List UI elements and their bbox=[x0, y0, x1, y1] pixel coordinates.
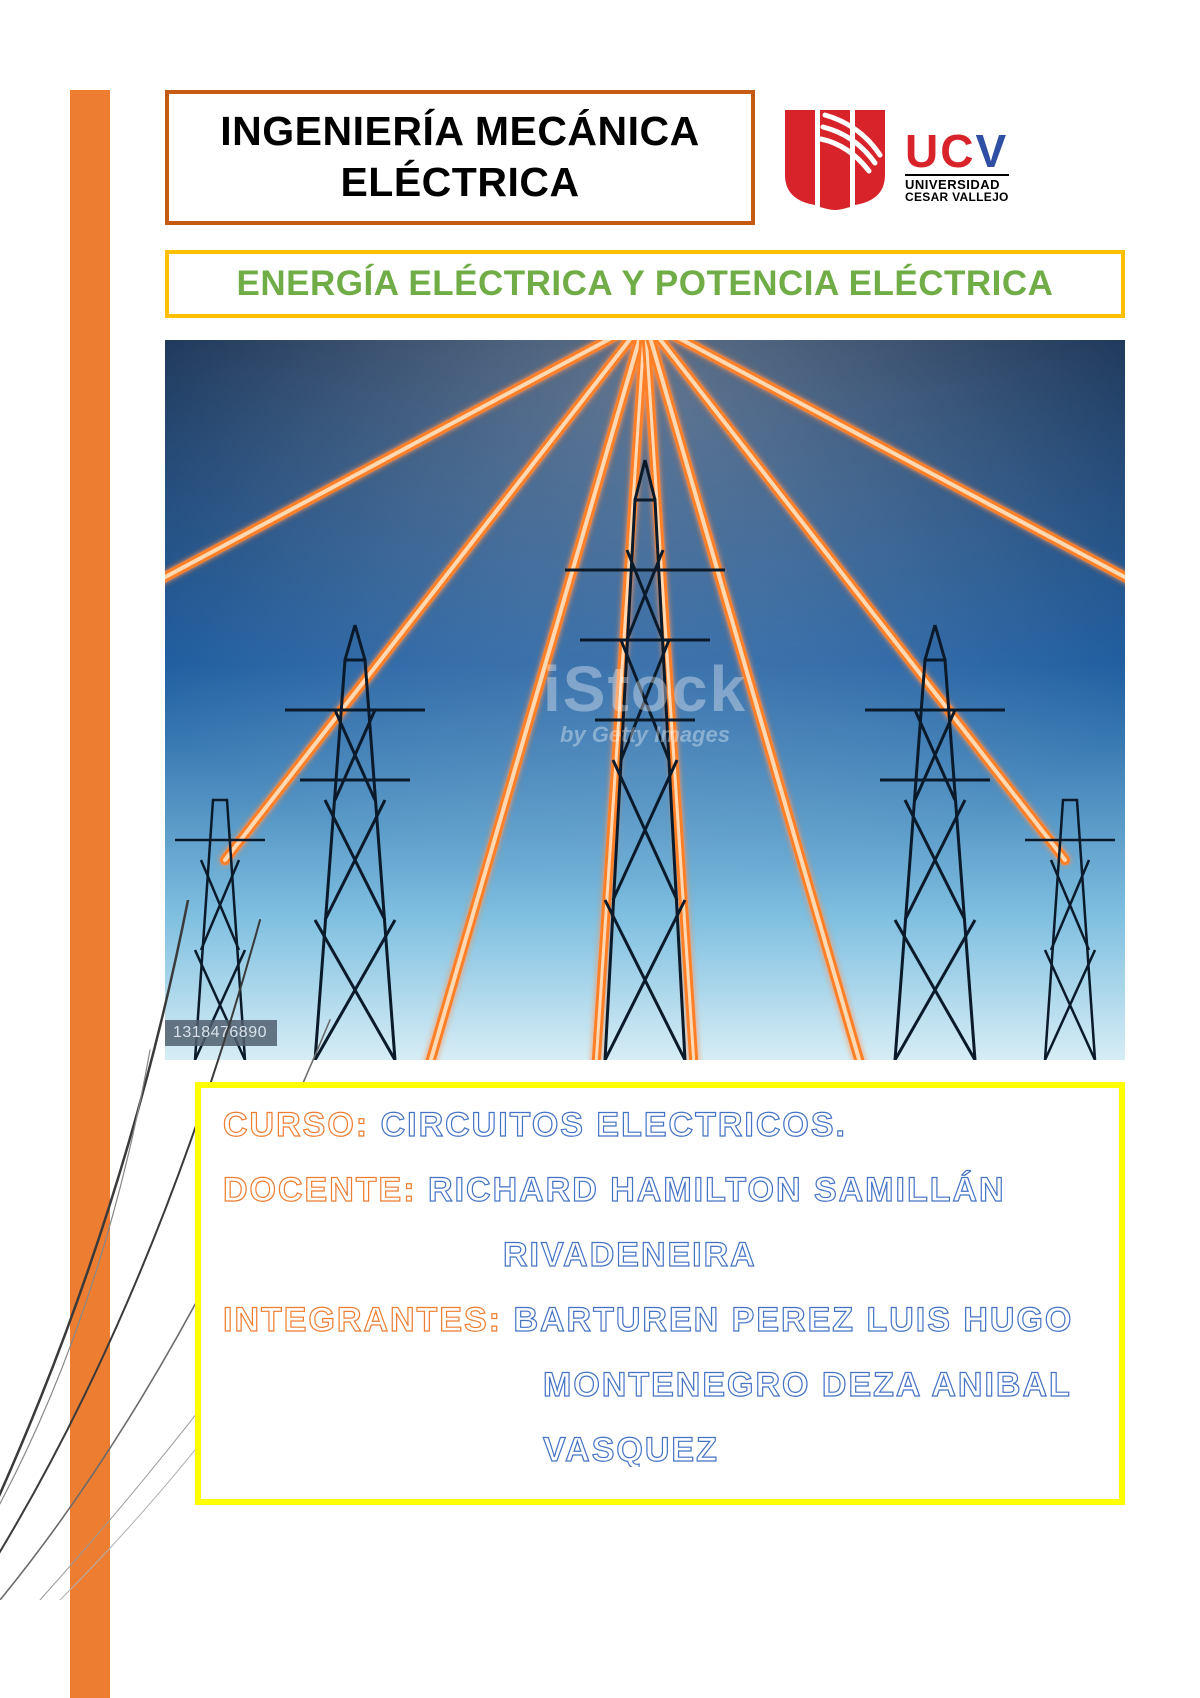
integrantes-label: INTEGRANTES: bbox=[223, 1301, 502, 1339]
ucv-letter-c: C bbox=[940, 125, 975, 177]
hero-image: iStock by Getty Images 1318476890 bbox=[165, 340, 1125, 1060]
docente-line1: DOCENTE: RICHARD HAMILTON SAMILLÁN bbox=[223, 1171, 1097, 1210]
docente-label: DOCENTE: bbox=[223, 1171, 417, 1209]
ucv-letter-v: V bbox=[975, 125, 1008, 177]
watermark-main: iStock bbox=[543, 652, 747, 726]
integrantes-line1: INTEGRANTES: BARTUREN PEREZ LUIS HUGO bbox=[223, 1301, 1097, 1340]
program-title-box: INGENIERÍA MECÁNICA ELÉCTRICA bbox=[165, 90, 755, 225]
header-row: INGENIERÍA MECÁNICA ELÉCTRICA UCV UNIVER… bbox=[165, 90, 1125, 225]
ucv-sub1: UNIVERSIDAD bbox=[905, 174, 1009, 191]
stock-watermark: iStock by Getty Images bbox=[543, 652, 747, 748]
integrantes-line2: MONTENEGRO DEZA ANIBAL bbox=[223, 1366, 1097, 1405]
ucv-logo-text: UCV UNIVERSIDAD CESAR VALLEJO bbox=[905, 118, 1009, 203]
topic-title: ENERGÍA ELÉCTRICA Y POTENCIA ELÉCTRICA bbox=[237, 264, 1054, 303]
integrante2: MONTENEGRO DEZA ANIBAL bbox=[543, 1366, 1072, 1404]
integrante1: BARTUREN PEREZ LUIS HUGO bbox=[513, 1301, 1073, 1339]
curso-value: CIRCUITOS ELECTRICOS. bbox=[381, 1106, 847, 1144]
ucv-shield-icon bbox=[775, 105, 895, 215]
docente-value1: RICHARD HAMILTON SAMILLÁN bbox=[428, 1171, 1006, 1209]
course-info-box: CURSO: CIRCUITOS ELECTRICOS. DOCENTE: RI… bbox=[195, 1082, 1125, 1505]
topic-title-box: ENERGÍA ELÉCTRICA Y POTENCIA ELÉCTRICA bbox=[165, 250, 1125, 318]
ucv-acronym: UCV bbox=[905, 128, 1009, 174]
image-id-badge: 1318476890 bbox=[165, 1020, 277, 1046]
program-title-line2: ELÉCTRICA bbox=[340, 157, 579, 208]
integrantes-line3-cut: VASQUEZ bbox=[223, 1431, 1097, 1467]
watermark-sub: by Getty Images bbox=[543, 722, 747, 748]
ucv-sub2: CESAR VALLEJO bbox=[905, 191, 1009, 203]
university-logo: UCV UNIVERSIDAD CESAR VALLEJO bbox=[775, 90, 1009, 225]
left-accent-bar bbox=[70, 90, 110, 1698]
ucv-letter-u: U bbox=[905, 125, 940, 177]
program-title-line1: INGENIERÍA MECÁNICA bbox=[220, 106, 700, 157]
docente-line2: RIVADENEIRA bbox=[223, 1236, 1097, 1275]
integrante3: VASQUEZ bbox=[543, 1431, 719, 1467]
docente-value2: RIVADENEIRA bbox=[503, 1236, 757, 1274]
curso-line: CURSO: CIRCUITOS ELECTRICOS. bbox=[223, 1106, 1097, 1145]
curso-label: CURSO: bbox=[223, 1106, 369, 1144]
